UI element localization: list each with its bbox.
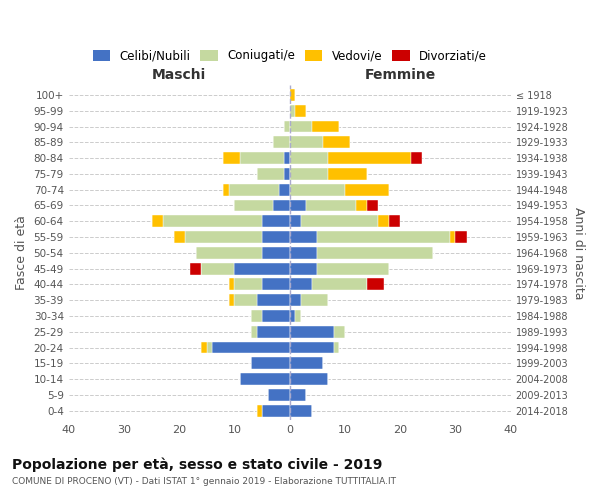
- Bar: [334, 342, 340, 353]
- Bar: [290, 342, 334, 353]
- Bar: [290, 152, 328, 164]
- Bar: [290, 358, 323, 369]
- Text: COMUNE DI PROCENO (VT) - Dati ISTAT 1° gennaio 2019 - Elaborazione TUTTITALIA.IT: COMUNE DI PROCENO (VT) - Dati ISTAT 1° g…: [12, 478, 396, 486]
- Bar: [251, 358, 290, 369]
- Bar: [290, 89, 295, 101]
- Bar: [257, 168, 284, 180]
- Bar: [295, 310, 301, 322]
- Bar: [317, 262, 389, 274]
- Text: Popolazione per età, sesso e stato civile - 2019: Popolazione per età, sesso e stato civil…: [12, 458, 382, 472]
- Bar: [323, 136, 350, 148]
- Bar: [251, 310, 262, 322]
- Bar: [262, 247, 290, 258]
- Bar: [378, 216, 389, 227]
- Bar: [229, 278, 235, 290]
- Bar: [223, 152, 240, 164]
- Legend: Celibi/Nubili, Coniugati/e, Vedovi/e, Divorziati/e: Celibi/Nubili, Coniugati/e, Vedovi/e, Di…: [88, 44, 491, 67]
- Bar: [290, 168, 328, 180]
- Bar: [312, 278, 367, 290]
- Bar: [290, 373, 328, 385]
- Bar: [290, 216, 301, 227]
- Bar: [201, 342, 207, 353]
- Bar: [301, 294, 328, 306]
- Bar: [328, 168, 367, 180]
- Bar: [367, 200, 378, 211]
- Text: Femmine: Femmine: [365, 68, 436, 82]
- Bar: [273, 200, 290, 211]
- Bar: [223, 184, 229, 196]
- Bar: [334, 326, 345, 338]
- Bar: [290, 389, 306, 401]
- Bar: [284, 168, 290, 180]
- Bar: [262, 216, 290, 227]
- Bar: [262, 310, 290, 322]
- Bar: [345, 184, 389, 196]
- Bar: [240, 152, 284, 164]
- Bar: [290, 247, 317, 258]
- Bar: [328, 152, 411, 164]
- Bar: [389, 216, 400, 227]
- Bar: [312, 120, 340, 132]
- Bar: [190, 262, 201, 274]
- Bar: [317, 247, 433, 258]
- Bar: [262, 231, 290, 243]
- Bar: [257, 294, 290, 306]
- Bar: [235, 294, 257, 306]
- Bar: [290, 262, 317, 274]
- Bar: [278, 184, 290, 196]
- Bar: [306, 200, 356, 211]
- Bar: [273, 136, 290, 148]
- Bar: [173, 231, 185, 243]
- Text: Maschi: Maschi: [152, 68, 206, 82]
- Bar: [450, 231, 455, 243]
- Bar: [212, 342, 290, 353]
- Bar: [235, 262, 290, 274]
- Bar: [411, 152, 422, 164]
- Bar: [257, 326, 290, 338]
- Bar: [290, 404, 312, 416]
- Bar: [262, 404, 290, 416]
- Bar: [455, 231, 467, 243]
- Bar: [290, 120, 312, 132]
- Bar: [290, 310, 295, 322]
- Y-axis label: Anni di nascita: Anni di nascita: [572, 206, 585, 299]
- Bar: [290, 231, 317, 243]
- Bar: [290, 200, 306, 211]
- Bar: [290, 278, 312, 290]
- Bar: [229, 184, 278, 196]
- Bar: [284, 152, 290, 164]
- Bar: [284, 120, 290, 132]
- Bar: [290, 326, 334, 338]
- Bar: [201, 262, 235, 274]
- Bar: [207, 342, 212, 353]
- Bar: [290, 184, 345, 196]
- Bar: [290, 294, 301, 306]
- Y-axis label: Fasce di età: Fasce di età: [15, 216, 28, 290]
- Bar: [262, 278, 290, 290]
- Bar: [367, 278, 383, 290]
- Bar: [185, 231, 262, 243]
- Bar: [290, 136, 323, 148]
- Bar: [240, 373, 290, 385]
- Bar: [229, 294, 235, 306]
- Bar: [356, 200, 367, 211]
- Bar: [268, 389, 290, 401]
- Bar: [196, 247, 262, 258]
- Bar: [152, 216, 163, 227]
- Bar: [295, 105, 306, 117]
- Bar: [257, 404, 262, 416]
- Bar: [301, 216, 378, 227]
- Bar: [317, 231, 450, 243]
- Bar: [163, 216, 262, 227]
- Bar: [235, 200, 273, 211]
- Bar: [251, 326, 257, 338]
- Bar: [290, 105, 295, 117]
- Bar: [235, 278, 262, 290]
